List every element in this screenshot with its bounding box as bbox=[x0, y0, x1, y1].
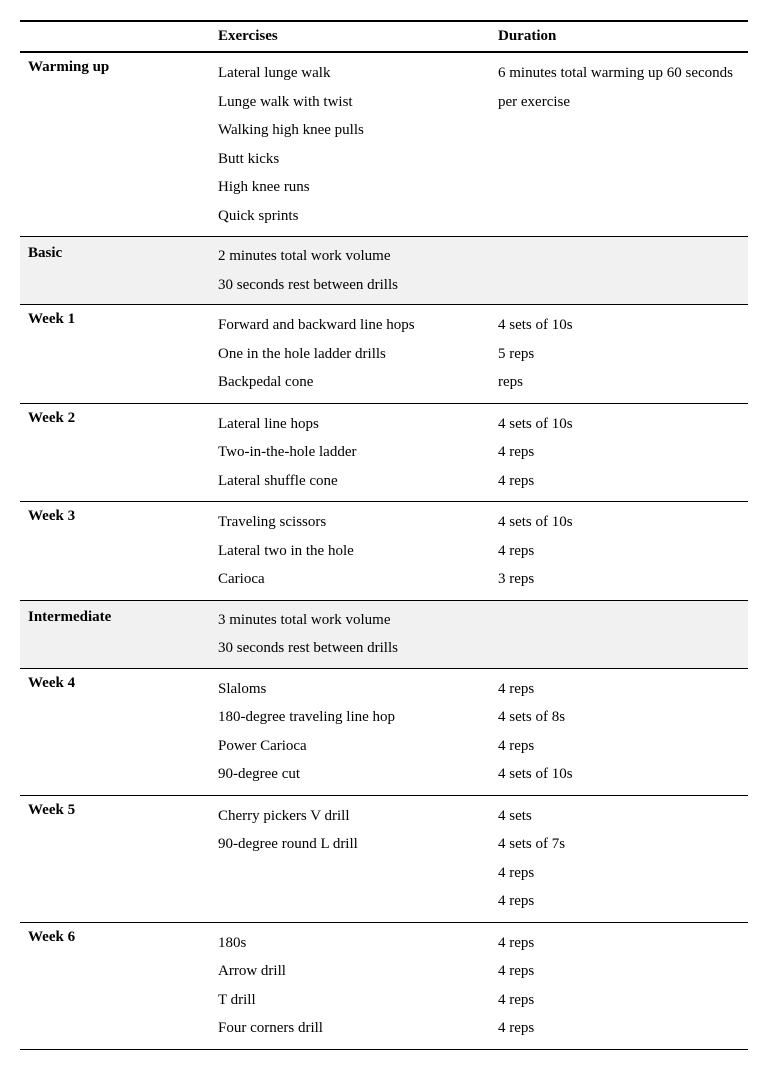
exercise-item: 90-degree cut bbox=[218, 760, 482, 789]
week2-exercises: Lateral line hops Two-in-the-hole ladder… bbox=[210, 403, 490, 502]
duration-item: 5 reps bbox=[498, 340, 740, 369]
exercise-item: 180s bbox=[218, 929, 482, 958]
exercise-item: Four corners drill bbox=[218, 1014, 482, 1043]
exercise-item: One in the hole ladder drills bbox=[218, 340, 482, 369]
duration-item: 4 reps bbox=[498, 929, 740, 958]
row-week4: Week 4 Slaloms 180-degree traveling line… bbox=[20, 668, 748, 795]
row-week3: Week 3 Traveling scissors Lateral two in… bbox=[20, 502, 748, 601]
section-intermediate: Intermediate 3 minutes total work volume… bbox=[20, 600, 748, 668]
row-week1: Week 1 Forward and backward line hops On… bbox=[20, 305, 748, 404]
week4-exercises: Slaloms 180-degree traveling line hop Po… bbox=[210, 668, 490, 795]
exercise-item: High knee runs bbox=[218, 173, 482, 202]
duration-item: 4 reps bbox=[498, 1014, 740, 1043]
exercise-item: Lunge walk with twist bbox=[218, 88, 482, 117]
week4-durations: 4 reps 4 sets of 8s 4 reps 4 sets of 10s bbox=[490, 668, 748, 795]
warming-up-duration: 6 minutes total warming up 60 seconds pe… bbox=[490, 52, 748, 237]
duration-item: 4 sets of 10s bbox=[498, 508, 740, 537]
exercise-item: Cherry pickers V drill bbox=[218, 802, 482, 831]
duration-item: 4 reps bbox=[498, 887, 740, 916]
warming-up-label: Warming up bbox=[20, 52, 210, 237]
duration-item: 4 sets of 7s bbox=[498, 830, 740, 859]
duration-item: 4 reps bbox=[498, 986, 740, 1015]
section-note-line: 2 minutes total work volume bbox=[218, 242, 740, 271]
week1-durations: 4 sets of 10s 5 reps reps bbox=[490, 305, 748, 404]
table-header-row: Exercises Duration bbox=[20, 21, 748, 52]
week2-durations: 4 sets of 10s 4 reps 4 reps bbox=[490, 403, 748, 502]
header-exercises: Exercises bbox=[210, 21, 490, 52]
training-table: Exercises Duration Warming up Lateral lu… bbox=[20, 20, 748, 1050]
section-basic: Basic 2 minutes total work volume 30 sec… bbox=[20, 237, 748, 305]
week6-exercises: 180s Arrow drill T drill Four corners dr… bbox=[210, 922, 490, 1049]
exercise-item: 180-degree traveling line hop bbox=[218, 703, 482, 732]
row-week6: Week 6 180s Arrow drill T drill Four cor… bbox=[20, 922, 748, 1049]
section-note-line: 3 minutes total work volume bbox=[218, 606, 740, 635]
exercise-item: Lateral shuffle cone bbox=[218, 467, 482, 496]
exercise-item: Carioca bbox=[218, 565, 482, 594]
closing-rule bbox=[20, 1049, 748, 1050]
header-duration: Duration bbox=[490, 21, 748, 52]
exercise-item: Forward and backward line hops bbox=[218, 311, 482, 340]
duration-item: 4 reps bbox=[498, 438, 740, 467]
duration-item: 4 sets of 10s bbox=[498, 410, 740, 439]
week2-label: Week 2 bbox=[20, 403, 210, 502]
row-warming-up: Warming up Lateral lunge walk Lunge walk… bbox=[20, 52, 748, 237]
exercise-item: Quick sprints bbox=[218, 202, 482, 231]
row-week5: Week 5 Cherry pickers V drill 90-degree … bbox=[20, 795, 748, 922]
exercise-item: Butt kicks bbox=[218, 145, 482, 174]
week1-exercises: Forward and backward line hops One in th… bbox=[210, 305, 490, 404]
duration-item: reps bbox=[498, 368, 740, 397]
duration-item: 4 reps bbox=[498, 537, 740, 566]
exercise-item: Lateral two in the hole bbox=[218, 537, 482, 566]
duration-item: 4 reps bbox=[498, 859, 740, 888]
duration-item: 4 reps bbox=[498, 957, 740, 986]
week6-durations: 4 reps 4 reps 4 reps 4 reps bbox=[490, 922, 748, 1049]
week6-label: Week 6 bbox=[20, 922, 210, 1049]
exercise-item: Power Carioca bbox=[218, 732, 482, 761]
exercise-item: Two-in-the-hole ladder bbox=[218, 438, 482, 467]
exercise-item: T drill bbox=[218, 986, 482, 1015]
duration-item: 3 reps bbox=[498, 565, 740, 594]
exercise-item: Lateral lunge walk bbox=[218, 59, 482, 88]
exercise-item: Arrow drill bbox=[218, 957, 482, 986]
section-note-line: 30 seconds rest between drills bbox=[218, 634, 740, 663]
warming-up-exercises: Lateral lunge walk Lunge walk with twist… bbox=[210, 52, 490, 237]
duration-item: 4 sets of 10s bbox=[498, 311, 740, 340]
week5-durations: 4 sets 4 sets of 7s 4 reps 4 reps bbox=[490, 795, 748, 922]
intermediate-note: 3 minutes total work volume 30 seconds r… bbox=[210, 600, 748, 668]
exercise-item: Backpedal cone bbox=[218, 368, 482, 397]
week3-exercises: Traveling scissors Lateral two in the ho… bbox=[210, 502, 490, 601]
duration-item: 4 reps bbox=[498, 467, 740, 496]
row-week2: Week 2 Lateral line hops Two-in-the-hole… bbox=[20, 403, 748, 502]
duration-item: 4 sets of 8s bbox=[498, 703, 740, 732]
week3-durations: 4 sets of 10s 4 reps 3 reps bbox=[490, 502, 748, 601]
exercise-item: Lateral line hops bbox=[218, 410, 482, 439]
basic-label: Basic bbox=[20, 237, 210, 305]
week5-exercises: Cherry pickers V drill 90-degree round L… bbox=[210, 795, 490, 922]
week5-label: Week 5 bbox=[20, 795, 210, 922]
week3-label: Week 3 bbox=[20, 502, 210, 601]
duration-item: 4 reps bbox=[498, 675, 740, 704]
header-blank bbox=[20, 21, 210, 52]
duration-item: 4 reps bbox=[498, 732, 740, 761]
exercise-item: 90-degree round L drill bbox=[218, 830, 482, 859]
exercise-item: Traveling scissors bbox=[218, 508, 482, 537]
exercise-item: Slaloms bbox=[218, 675, 482, 704]
basic-note: 2 minutes total work volume 30 seconds r… bbox=[210, 237, 748, 305]
intermediate-label: Intermediate bbox=[20, 600, 210, 668]
exercise-item: Walking high knee pulls bbox=[218, 116, 482, 145]
section-note-line: 30 seconds rest between drills bbox=[218, 271, 740, 300]
week1-label: Week 1 bbox=[20, 305, 210, 404]
duration-item: 4 sets of 10s bbox=[498, 760, 740, 789]
week4-label: Week 4 bbox=[20, 668, 210, 795]
duration-item: 4 sets bbox=[498, 802, 740, 831]
